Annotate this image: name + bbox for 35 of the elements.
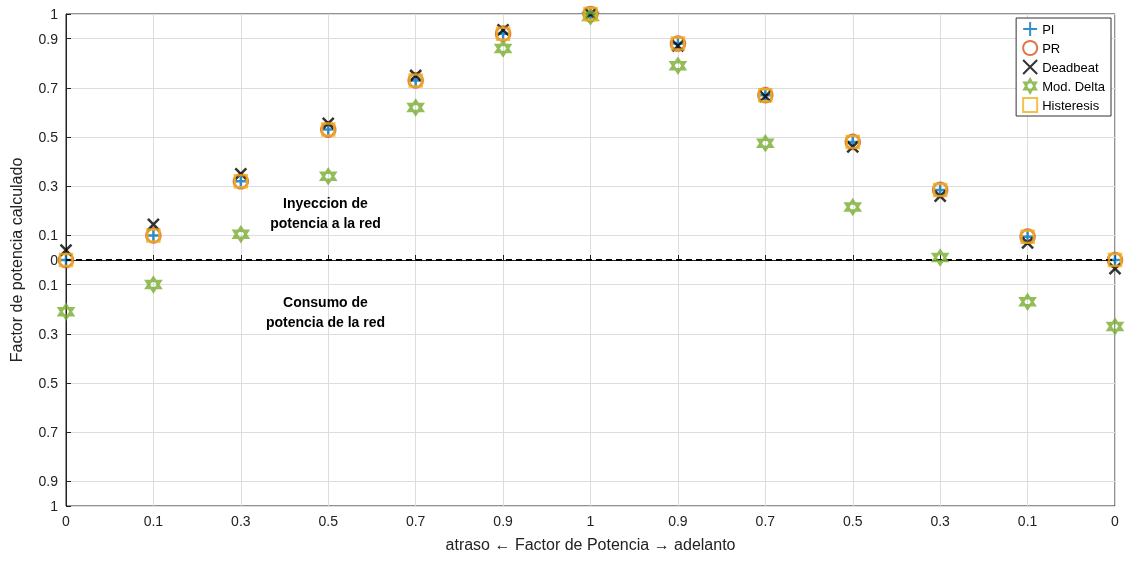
x-tick-label: 0.1 [1017,513,1038,529]
legend-label: Mod. Delta [1042,78,1106,94]
y-tick-label: 1 [50,6,59,22]
legend-label: PI [1042,21,1055,37]
y-tick-label: 0.7 [38,424,59,441]
y-tick-label: 0.9 [38,473,59,490]
y-tick-label: 0.3 [38,178,59,195]
y-tick-label: 0.5 [38,129,59,145]
x-tick-label: 1 [586,513,595,529]
y-tick-label: 0 [50,252,59,268]
y-tick-label: 0.3 [38,325,59,342]
legend-label: Deadbeat [1042,59,1099,75]
legend-label: Histeresis [1042,97,1100,113]
x-tick-label: 0.7 [405,513,426,529]
y-axis-title: Factor de potencia calculado [7,157,25,363]
annotation: Consumo de potencia de la red [265,293,386,330]
y-tick-label: 1 [50,498,59,514]
y-tick-label: 0.5 [38,375,59,391]
annotation: Inyeccion de potencia a la red [270,195,381,232]
x-tick-label: 0 [1111,513,1120,529]
x-tick-label: 0.5 [318,513,339,529]
x-tick-label: 0.9 [493,513,514,529]
x-tick-label: 0.1 [143,513,164,529]
y-tick-label: 0.7 [38,79,59,96]
x-tick-label: 0 [62,513,71,529]
y-tick-label: 0.9 [38,30,59,47]
x-tick-label: 0.3 [930,513,951,529]
x-axis-title: atraso ← Factor de Potencia → adelanto [445,535,736,553]
x-tick-label: 0.5 [843,513,863,529]
x-tick-label: 0.3 [231,513,251,529]
x-tick-label: 0.7 [755,513,776,529]
x-tick-label: 0.9 [668,513,688,529]
y-tick-label: 0.1 [38,276,59,293]
legend-label: PR [1042,40,1061,56]
y-tick-label: 0.1 [38,227,59,244]
